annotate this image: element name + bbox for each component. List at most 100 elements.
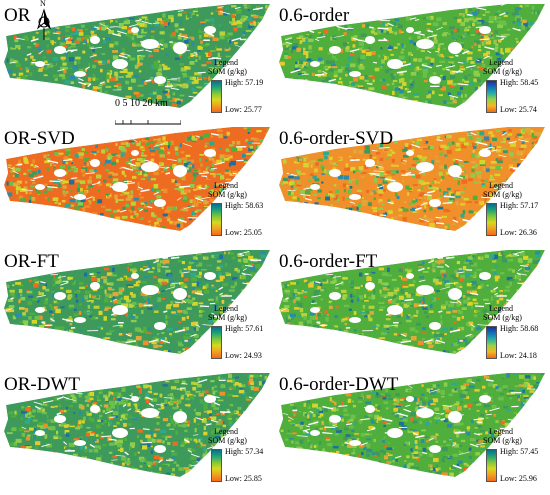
som-pixel <box>324 155 328 160</box>
som-pixel <box>317 312 322 317</box>
som-pixel <box>237 413 241 416</box>
legend-title: Legend <box>214 304 238 313</box>
som-pixel <box>117 444 123 448</box>
som-pixel <box>127 194 134 199</box>
som-pixel <box>488 32 492 36</box>
som-pixel <box>408 190 413 193</box>
som-pixel <box>415 330 421 333</box>
som-pixel <box>303 159 307 162</box>
som-pixel <box>408 175 412 180</box>
som-pixel <box>64 424 69 428</box>
som-pixel <box>165 92 170 96</box>
som-map <box>4 373 270 477</box>
som-pixel <box>495 17 501 20</box>
som-pixel <box>121 314 126 319</box>
non-study-gap <box>137 410 143 413</box>
som-pixel <box>520 144 527 148</box>
som-pixel <box>422 338 426 341</box>
som-pixel <box>174 379 180 383</box>
som-pixel <box>320 298 323 302</box>
som-pixel <box>492 260 497 263</box>
som-pixel <box>364 149 371 154</box>
som-pixel <box>157 94 161 97</box>
som-pixel <box>29 427 34 431</box>
som-pixel <box>452 350 457 354</box>
som-pixel <box>128 17 135 20</box>
non-study-gap <box>195 197 204 202</box>
non-study-gap <box>112 33 122 37</box>
som-pixel <box>169 415 172 418</box>
som-pixel <box>110 272 114 277</box>
non-study-gap <box>309 30 315 34</box>
som-pixel <box>330 275 335 278</box>
non-study-gap <box>405 171 412 175</box>
som-pixel <box>434 57 438 61</box>
som-pixel <box>309 173 314 176</box>
non-study-gap <box>336 25 348 30</box>
som-pixel <box>32 59 36 61</box>
som-pixel <box>480 148 484 152</box>
som-pixel <box>333 73 338 78</box>
som-pixel <box>187 80 191 85</box>
som-pixel <box>137 182 140 187</box>
som-pixel <box>191 282 197 287</box>
non-study-gap <box>486 312 493 317</box>
som-pixel <box>185 298 189 303</box>
som-pixel <box>418 205 421 209</box>
som-pixel <box>244 6 249 9</box>
som-pixel <box>537 131 542 136</box>
som-pixel <box>406 315 410 319</box>
som-pixel <box>294 307 300 310</box>
som-pixel <box>468 262 474 265</box>
som-pixel <box>30 55 34 59</box>
som-pixel <box>462 266 467 271</box>
som-pixel <box>409 63 413 67</box>
som-pixel <box>389 21 394 24</box>
som-pixel <box>347 69 353 74</box>
som-pixel <box>409 79 413 83</box>
non-study-gap <box>74 194 86 200</box>
som-pixel <box>195 275 201 277</box>
som-pixel <box>328 193 333 196</box>
non-study-gap <box>204 272 216 280</box>
som-pixel <box>394 170 399 174</box>
som-pixel <box>255 264 261 269</box>
som-pixel <box>203 431 208 436</box>
som-pixel <box>241 377 247 381</box>
som-pixel <box>158 345 163 348</box>
som-pixel <box>77 60 81 65</box>
som-pixel <box>64 430 70 434</box>
som-pixel <box>233 410 239 415</box>
som-pixel <box>82 173 86 177</box>
non-study-gap <box>125 333 132 337</box>
som-pixel <box>362 158 368 161</box>
som-pixel <box>347 25 352 29</box>
som-pixel <box>195 257 198 260</box>
som-pixel <box>63 69 67 74</box>
som-pixel <box>162 260 166 265</box>
som-pixel <box>225 263 228 267</box>
som-pixel <box>167 423 171 427</box>
som-pixel <box>485 286 491 289</box>
som-pixel <box>334 279 337 283</box>
som-pixel <box>427 216 430 220</box>
som-pixel <box>452 341 457 346</box>
non-study-gap <box>488 315 495 318</box>
som-pixel <box>324 205 328 207</box>
som-pixel <box>264 128 267 131</box>
som-pixel <box>102 444 107 447</box>
som-pixel <box>170 399 174 404</box>
som-pixel <box>78 411 81 416</box>
non-study-gap <box>178 28 185 31</box>
som-pixel <box>150 35 155 39</box>
som-pixel <box>25 407 31 412</box>
som-pixel <box>377 207 384 210</box>
non-study-gap <box>182 299 187 304</box>
som-pixel <box>462 34 466 39</box>
som-pixel <box>206 264 212 267</box>
som-pixel <box>518 268 522 272</box>
som-pixel <box>138 193 142 196</box>
som-pixel <box>469 17 474 21</box>
som-pixel <box>194 60 198 66</box>
som-pixel <box>148 177 153 180</box>
